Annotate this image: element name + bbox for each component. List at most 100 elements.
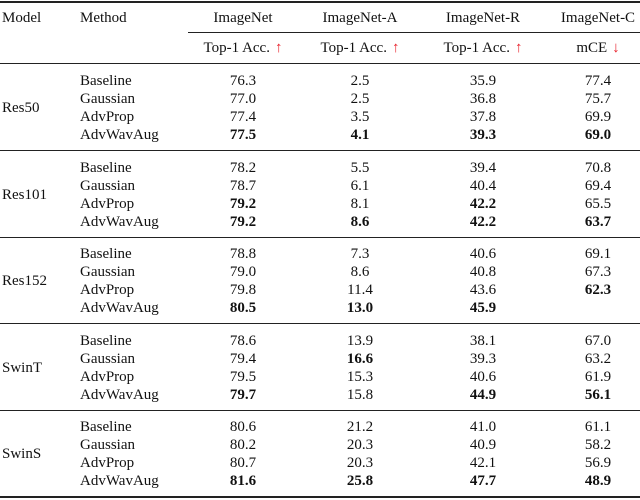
column-header: Model bbox=[2, 10, 42, 26]
model-name: SwinT bbox=[2, 359, 43, 376]
metric-label: mCE bbox=[576, 40, 608, 56]
cell-value: 65.5 bbox=[584, 195, 612, 212]
cell-value: 2.5 bbox=[350, 91, 370, 107]
cell-value: 15.8 bbox=[346, 386, 374, 403]
cell-value: 6.1 bbox=[350, 177, 370, 194]
method-name: AdvWavAug bbox=[80, 473, 159, 489]
cell-value: 7.3 bbox=[350, 246, 370, 262]
cell-value: 77.4 bbox=[229, 109, 257, 125]
method-name: AdvProp bbox=[80, 195, 135, 212]
cell-value: 3.5 bbox=[350, 109, 370, 125]
cell-value: 4.1 bbox=[350, 127, 370, 143]
rule bbox=[0, 496, 640, 498]
cell-value: 42.1 bbox=[469, 455, 497, 471]
column-header: ImageNet-R bbox=[445, 10, 521, 26]
cell-value: 44.9 bbox=[469, 386, 497, 403]
cell-value: 79.8 bbox=[229, 282, 257, 298]
cell-value: 79.2 bbox=[229, 213, 257, 230]
cell-value: 11.4 bbox=[347, 282, 373, 298]
rule bbox=[0, 236, 640, 238]
metric-arrow: ↑ bbox=[274, 40, 283, 56]
method-name: AdvWavAug bbox=[80, 127, 159, 143]
cell-value: 80.6 bbox=[229, 419, 257, 435]
metric-arrow: ↑ bbox=[514, 40, 523, 56]
cell-value: 58.2 bbox=[584, 437, 612, 453]
cell-value: 39.4 bbox=[469, 159, 497, 176]
cell-value: 16.6 bbox=[346, 350, 374, 367]
cell-value: 38.1 bbox=[469, 332, 497, 349]
method-name: Baseline bbox=[80, 159, 132, 176]
cell-value: 69.9 bbox=[584, 109, 612, 125]
column-header: ImageNet-A bbox=[322, 10, 398, 26]
metric-header: Top-1 Acc. ↑ bbox=[204, 39, 283, 57]
cell-value: 20.3 bbox=[346, 455, 374, 471]
cell-value: 61.1 bbox=[584, 419, 612, 435]
model-name: Res101 bbox=[2, 186, 47, 203]
method-name: Gaussian bbox=[80, 91, 135, 107]
cell-value: 40.9 bbox=[469, 437, 497, 453]
cell-value: 43.6 bbox=[469, 282, 497, 298]
cell-value: 67.3 bbox=[584, 264, 612, 280]
cell-value: 79.4 bbox=[229, 350, 257, 367]
cell-value: 63.2 bbox=[584, 350, 612, 367]
cell-value: 36.8 bbox=[469, 91, 497, 107]
rule bbox=[0, 1, 640, 3]
method-name: Baseline bbox=[80, 332, 132, 349]
cell-value: 41.0 bbox=[469, 419, 497, 435]
method-name: AdvWavAug bbox=[80, 300, 159, 316]
cell-value: 79.5 bbox=[229, 368, 257, 385]
method-name: Baseline bbox=[80, 73, 132, 89]
cell-value: 80.5 bbox=[229, 300, 257, 316]
cell-value: 79.0 bbox=[229, 264, 257, 280]
model-name: Res50 bbox=[2, 100, 40, 116]
rule bbox=[0, 409, 640, 411]
cell-value: 67.0 bbox=[584, 332, 612, 349]
cell-value: 77.0 bbox=[229, 91, 257, 107]
metric-header: Top-1 Acc. ↑ bbox=[321, 39, 400, 57]
cell-value: 62.3 bbox=[584, 282, 612, 298]
cell-value: 45.9 bbox=[469, 300, 497, 316]
cell-value: 76.3 bbox=[229, 73, 257, 89]
cell-value: 25.8 bbox=[346, 473, 374, 489]
cell-value: 56.1 bbox=[584, 386, 612, 403]
method-name: AdvProp bbox=[80, 368, 135, 385]
model-name: Res152 bbox=[2, 273, 47, 289]
rule bbox=[0, 323, 640, 324]
cell-value: 78.2 bbox=[229, 159, 257, 176]
column-header: Method bbox=[80, 10, 127, 26]
cell-value: 15.3 bbox=[346, 368, 374, 385]
cell-value: 80.7 bbox=[229, 455, 257, 471]
cell-value: 8.1 bbox=[350, 195, 370, 212]
metric-arrow: ↑ bbox=[391, 40, 400, 56]
cell-value: 47.7 bbox=[469, 473, 497, 489]
cell-value: 78.8 bbox=[229, 246, 257, 262]
metric-label: Top-1 Acc. bbox=[320, 40, 387, 56]
cell-value: 21.2 bbox=[346, 419, 374, 435]
cell-value: 42.2 bbox=[469, 195, 497, 212]
cell-value: 79.2 bbox=[229, 195, 257, 212]
cell-value: 40.8 bbox=[469, 264, 497, 280]
cell-value: 13.9 bbox=[346, 332, 374, 349]
cell-value: 35.9 bbox=[469, 73, 497, 89]
cell-value: 78.7 bbox=[229, 177, 257, 194]
cell-value: 48.9 bbox=[584, 473, 612, 489]
cell-value: 37.8 bbox=[469, 109, 497, 125]
cell-value: 5.5 bbox=[350, 159, 370, 176]
model-name: SwinS bbox=[2, 446, 42, 462]
metric-label: Top-1 Acc. bbox=[203, 40, 270, 56]
cell-value: 79.7 bbox=[229, 386, 257, 403]
cell-value: 8.6 bbox=[350, 264, 370, 280]
method-name: Gaussian bbox=[80, 177, 135, 194]
cell-value: 40.6 bbox=[469, 368, 497, 385]
cell-value: 81.6 bbox=[229, 473, 257, 489]
method-name: Baseline bbox=[80, 246, 132, 262]
cell-value: 39.3 bbox=[469, 350, 497, 367]
method-name: Gaussian bbox=[80, 264, 135, 280]
metric-header: mCE ↓ bbox=[576, 39, 619, 57]
cell-value: 61.9 bbox=[584, 368, 612, 385]
method-name: AdvProp bbox=[80, 455, 135, 471]
method-name: AdvProp bbox=[80, 282, 135, 298]
cell-value: 42.2 bbox=[469, 213, 497, 230]
method-name: AdvProp bbox=[80, 109, 135, 125]
